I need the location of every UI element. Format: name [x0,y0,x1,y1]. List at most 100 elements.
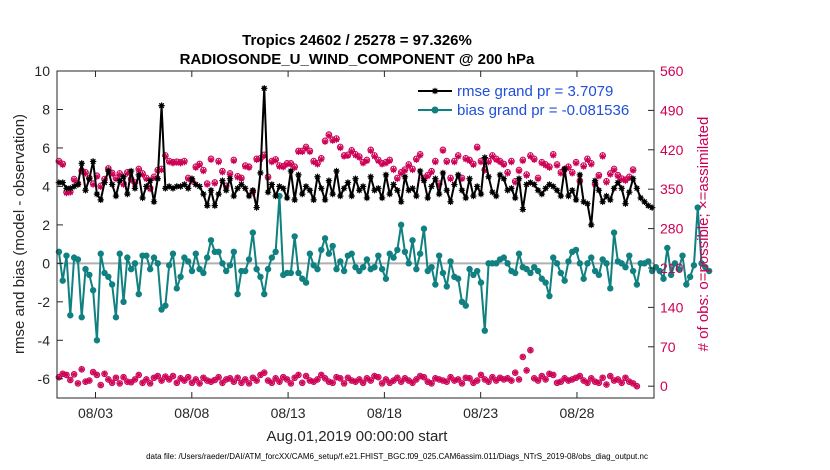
rmse-point-asterisk [591,177,599,184]
obs-assimilated-marker [543,377,549,382]
bias-point [382,275,390,282]
y-right-tick-label: 560 [660,63,684,79]
rmse-point-asterisk [283,194,291,202]
rmse-point-asterisk [614,179,622,186]
obs-assimilated-marker [455,377,461,382]
obs-assimilated-marker [467,375,472,381]
rmse-point-asterisk [219,177,226,184]
bias-point [124,254,131,261]
rmse-point-asterisk [470,192,477,200]
bias-point [295,269,302,277]
obs-assimilated-marker [238,175,245,183]
rmse-point-asterisk [531,181,538,188]
rmse-point-asterisk [207,187,215,194]
obs-possible-marker [356,376,363,383]
bias-point [405,260,412,267]
rmse-point-asterisk [633,185,641,192]
rmse-point-asterisk [413,192,420,200]
rmse-point-asterisk [588,221,595,229]
bias-point [432,281,439,288]
bias-point [162,302,169,309]
y-tick-label: 4 [42,178,50,194]
bias-point [667,271,675,279]
obs-possible-marker [489,373,496,381]
bias-point [588,254,595,261]
obs-possible-marker [587,375,595,382]
bias-point [321,235,329,242]
rmse-point-asterisk [386,190,393,198]
obs-assimilated-marker [284,377,290,382]
bias-point [340,267,348,275]
obs-assimilated-marker [409,166,416,174]
obs-possible-marker [397,378,405,385]
obs-possible-marker [158,377,165,384]
rmse-point-asterisk [329,190,336,198]
bias-point [363,256,371,263]
obs-possible-marker [63,371,70,379]
bias-point [93,337,101,344]
rmse-point-asterisk [333,167,340,175]
bias-point [184,258,192,265]
bias-point [580,275,587,282]
bias-point [150,254,158,261]
y-right-axis-ticks: 0 70 140 210 280 350 420 490 560 [648,63,684,394]
obs-possible-marker [70,371,78,378]
legend-bias-label: bias grand pr = -0.081536 [457,102,629,119]
bias-point [626,252,633,259]
bias-point [542,279,549,286]
obs-assimilated-marker [401,167,409,174]
obs-assimilated-marker [273,375,279,381]
obs-assimilated-marker [254,378,260,383]
bias-point [268,254,276,261]
bias-point [416,250,424,257]
obs-assimilated-marker [515,167,523,175]
obs-possible-marker [614,376,622,383]
rmse-point-asterisk [367,173,374,180]
legend-bias-marker [431,106,439,114]
obs-possible-marker [622,374,629,382]
obs-assimilated-marker [239,380,244,386]
obs-possible-marker [359,379,367,387]
obs-possible-marker [135,371,143,379]
rmse-point-asterisk [314,173,321,180]
obs-assimilated-marker [345,375,351,381]
obs-assimilated-marker [542,162,549,169]
obs-assimilated-marker [607,373,613,379]
y-axis-ticks: -6 -4 -2 0 2 4 6 8 10 [34,63,63,387]
rmse-point-asterisk [264,188,272,196]
obs-assimilated-marker [246,380,252,386]
obs-assimilated-marker [607,171,614,178]
obs-possible-marker [508,377,515,384]
bias-point [264,265,272,273]
bias-point [325,250,333,257]
obs-assimilated-marker [318,372,324,378]
bias-point [318,246,325,254]
bias-point [249,229,257,236]
bias-point [207,237,215,244]
obs-assimilated-marker [181,378,187,383]
rmse-point-asterisk [447,198,454,205]
bias-point [550,254,557,261]
bias-point [337,258,344,265]
obs-assimilated-marker [318,156,325,163]
bias-point [131,260,139,267]
bias-point [454,275,462,282]
bias-point [443,283,450,290]
rmse-point-asterisk [599,198,606,205]
rmse-point-asterisk [424,194,431,202]
obs-possible-marker [219,379,226,387]
obs-assimilated-marker [219,168,226,176]
obs-assimilated-marker [136,372,142,378]
rmse-point-asterisk [154,175,161,182]
obs-assimilated-marker [615,377,621,382]
rmse-point-asterisk [249,187,257,194]
rmse-point-asterisk [569,187,576,194]
obs-assimilated-marker [386,157,393,165]
y-right-tick-label: 350 [660,181,684,197]
legend: rmse grand pr = 3.7079 bias grand pr = -… [418,83,629,119]
bias-point [413,265,420,273]
obs-assimilated-marker [174,380,180,386]
rmse-point-asterisk [512,194,519,202]
obs-possible-marker [215,373,222,381]
obs-assimilated-marker [200,167,207,175]
